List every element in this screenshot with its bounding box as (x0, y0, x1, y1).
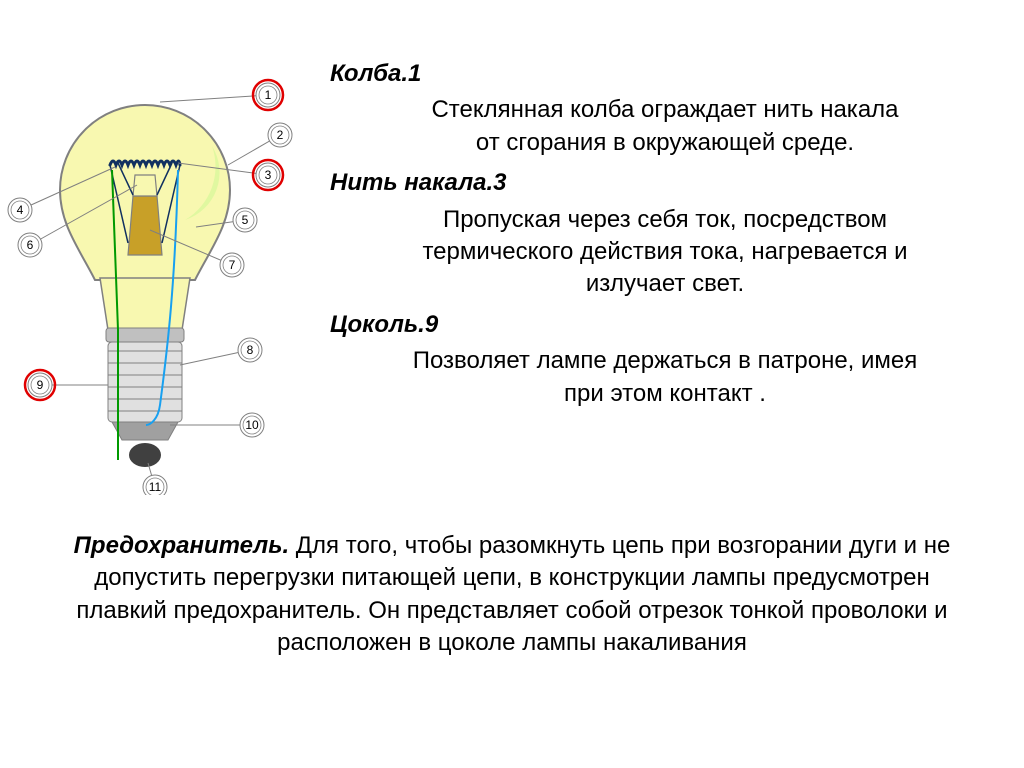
lightbulb-diagram: 1 2 3 4 5 6 7 8 9 10 11 (0, 25, 320, 495)
svg-text:4: 4 (17, 203, 24, 217)
svg-text:1: 1 (265, 88, 272, 102)
section-2-line-1: Пропуская через себя ток, посредством (330, 204, 1000, 236)
section-2-title: Нить накала.3 (330, 167, 1000, 199)
svg-text:3: 3 (265, 168, 272, 182)
diagram-label-9: 9 (25, 370, 55, 400)
section-2-line-2: термического действия тока, нагревается … (330, 236, 1000, 268)
diagram-label-7: 7 (220, 253, 244, 277)
svg-text:9: 9 (37, 378, 44, 392)
svg-text:5: 5 (242, 213, 249, 227)
section-3-line-2: при этом контакт . (330, 378, 1000, 410)
svg-text:7: 7 (229, 258, 236, 272)
diagram-label-4: 4 (8, 198, 32, 222)
diagram-label-10: 10 (240, 413, 264, 437)
diagram-label-2: 2 (268, 123, 292, 147)
section-3-line-1: Позволяет лампе держаться в патроне, име… (330, 345, 1000, 377)
section-1-title: Колба.1 (330, 58, 1000, 90)
svg-text:8: 8 (247, 343, 254, 357)
section-1-line-2: от сгорания в окружающей среде. (330, 127, 1000, 159)
svg-text:10: 10 (245, 418, 259, 432)
svg-text:2: 2 (277, 128, 284, 142)
section-2-line-3: излучает свет. (330, 268, 1000, 300)
diagram-label-5: 5 (233, 208, 257, 232)
footer-lead: Предохранитель. (74, 532, 289, 559)
diagram-label-1: 1 (253, 80, 283, 110)
diagram-label-11: 11 (143, 475, 167, 495)
svg-text:6: 6 (27, 238, 34, 252)
diagram-label-6: 6 (18, 233, 42, 257)
section-3-title: Цоколь.9 (330, 309, 1000, 341)
footer-paragraph: Предохранитель. Для того, чтобы разомкну… (60, 530, 964, 660)
svg-text:11: 11 (149, 480, 162, 494)
description-block: Колба.1 Стеклянная колба ограждает нить … (330, 50, 1000, 410)
page: 1 2 3 4 5 6 7 8 9 10 11 Колба.1 Стеклянная колба о… (0, 0, 1024, 768)
diagram-label-8: 8 (238, 338, 262, 362)
section-1-line-1: Стеклянная колба ограждает нить накала (330, 94, 1000, 126)
diagram-label-3: 3 (253, 160, 283, 190)
